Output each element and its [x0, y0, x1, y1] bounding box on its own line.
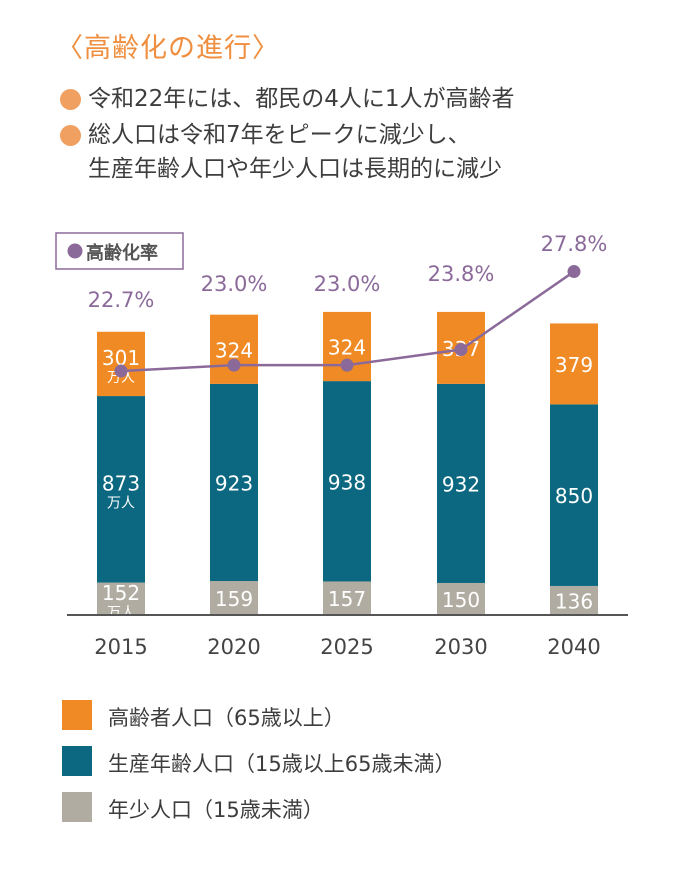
- bar-value-label: 324: [215, 338, 253, 362]
- rate-value-label: 23.0%: [314, 272, 381, 296]
- bar-value-label: 873: [102, 471, 140, 495]
- bar-elderly-2020: [210, 314, 258, 384]
- rate-point: [114, 364, 128, 378]
- bar-value-label: 938: [328, 470, 366, 494]
- bar-unit-label: 万人: [107, 370, 135, 386]
- bar-young-2025: [323, 581, 371, 615]
- bar-value-label: 136: [555, 589, 593, 613]
- summary-bullets: 令和22年には、都民の4人に1人が高齢者 総人口は令和7年をピークに減少し、 生…: [60, 82, 515, 188]
- legend-label: 生産年齢人口（15歳以上65歳未満）: [108, 752, 456, 776]
- bar-working-2015: [97, 396, 145, 583]
- bar-working-2020: [210, 383, 258, 582]
- rate-value-label: 27.8%: [541, 232, 608, 256]
- legend-label: 年少人口（15歳未満）: [108, 798, 324, 822]
- bullet-item: 令和22年には、都民の4人に1人が高齢者: [60, 82, 515, 116]
- bullet-item: 総人口は令和7年をピークに減少し、 生産年齢人口や年少人口は長期的に減少: [60, 118, 515, 186]
- x-tick-label: 2030: [434, 635, 487, 659]
- bullet-dot-icon: [60, 125, 81, 146]
- legend-swatch-young: [62, 792, 92, 822]
- bar-working-2025: [323, 381, 371, 582]
- legend-swatch-elderly: [62, 700, 92, 730]
- page-title: 〈高齢化の進行〉: [56, 33, 280, 64]
- bar-value-label: 932: [442, 472, 480, 496]
- bar-value-label: 379: [555, 353, 593, 377]
- bar-value-label: 923: [215, 471, 253, 495]
- rate-value-label: 23.8%: [428, 262, 495, 286]
- x-tick-label: 2020: [207, 635, 260, 659]
- x-tick-label: 2040: [547, 635, 600, 659]
- bullet-text: 令和22年には、都民の4人に1人が高齢者: [88, 86, 515, 112]
- bar-young-2040: [550, 585, 598, 615]
- bar-elderly-2015: [97, 331, 145, 397]
- bar-young-2015: [97, 582, 145, 615]
- bar-value-label: 152: [102, 581, 140, 605]
- rate-point: [227, 358, 241, 372]
- x-tick-label: 2025: [320, 635, 373, 659]
- bar-elderly-2040: [550, 323, 598, 405]
- bar-young-2020: [210, 581, 258, 615]
- bar-unit-label: 万人: [107, 605, 135, 621]
- bar-working-2040: [550, 404, 598, 586]
- legend-label: 高齢者人口（65歳以上）: [108, 706, 345, 730]
- bullet-dot-icon: [60, 89, 81, 110]
- rate-legend-label: 高齢化率: [86, 242, 158, 264]
- rate-point: [340, 358, 354, 372]
- rate-value-label: 23.0%: [201, 272, 268, 296]
- population-chart: 高齢化率152万人873万人301万人201515992332420201579…: [55, 232, 628, 659]
- bar-working-2030: [437, 383, 485, 583]
- legend-swatch-working: [62, 746, 92, 776]
- rate-point: [454, 343, 468, 357]
- bar-value-label: 157: [328, 587, 366, 611]
- bar-unit-label: 万人: [107, 495, 135, 511]
- bar-young-2030: [437, 582, 485, 615]
- rate-value-label: 22.7%: [88, 288, 155, 312]
- bar-value-label: 324: [328, 336, 366, 360]
- bullet-text: 生産年齢人口や年少人口は長期的に減少: [88, 156, 502, 182]
- bar-value-label: 850: [555, 484, 593, 508]
- bullet-text: 総人口は令和7年をピークに減少し、: [88, 122, 471, 148]
- rate-legend-dot-icon: [67, 243, 83, 259]
- x-tick-label: 2015: [94, 635, 147, 659]
- bar-value-label: 150: [442, 588, 480, 612]
- rate-point: [567, 265, 581, 279]
- bar-value-label: 159: [215, 587, 253, 611]
